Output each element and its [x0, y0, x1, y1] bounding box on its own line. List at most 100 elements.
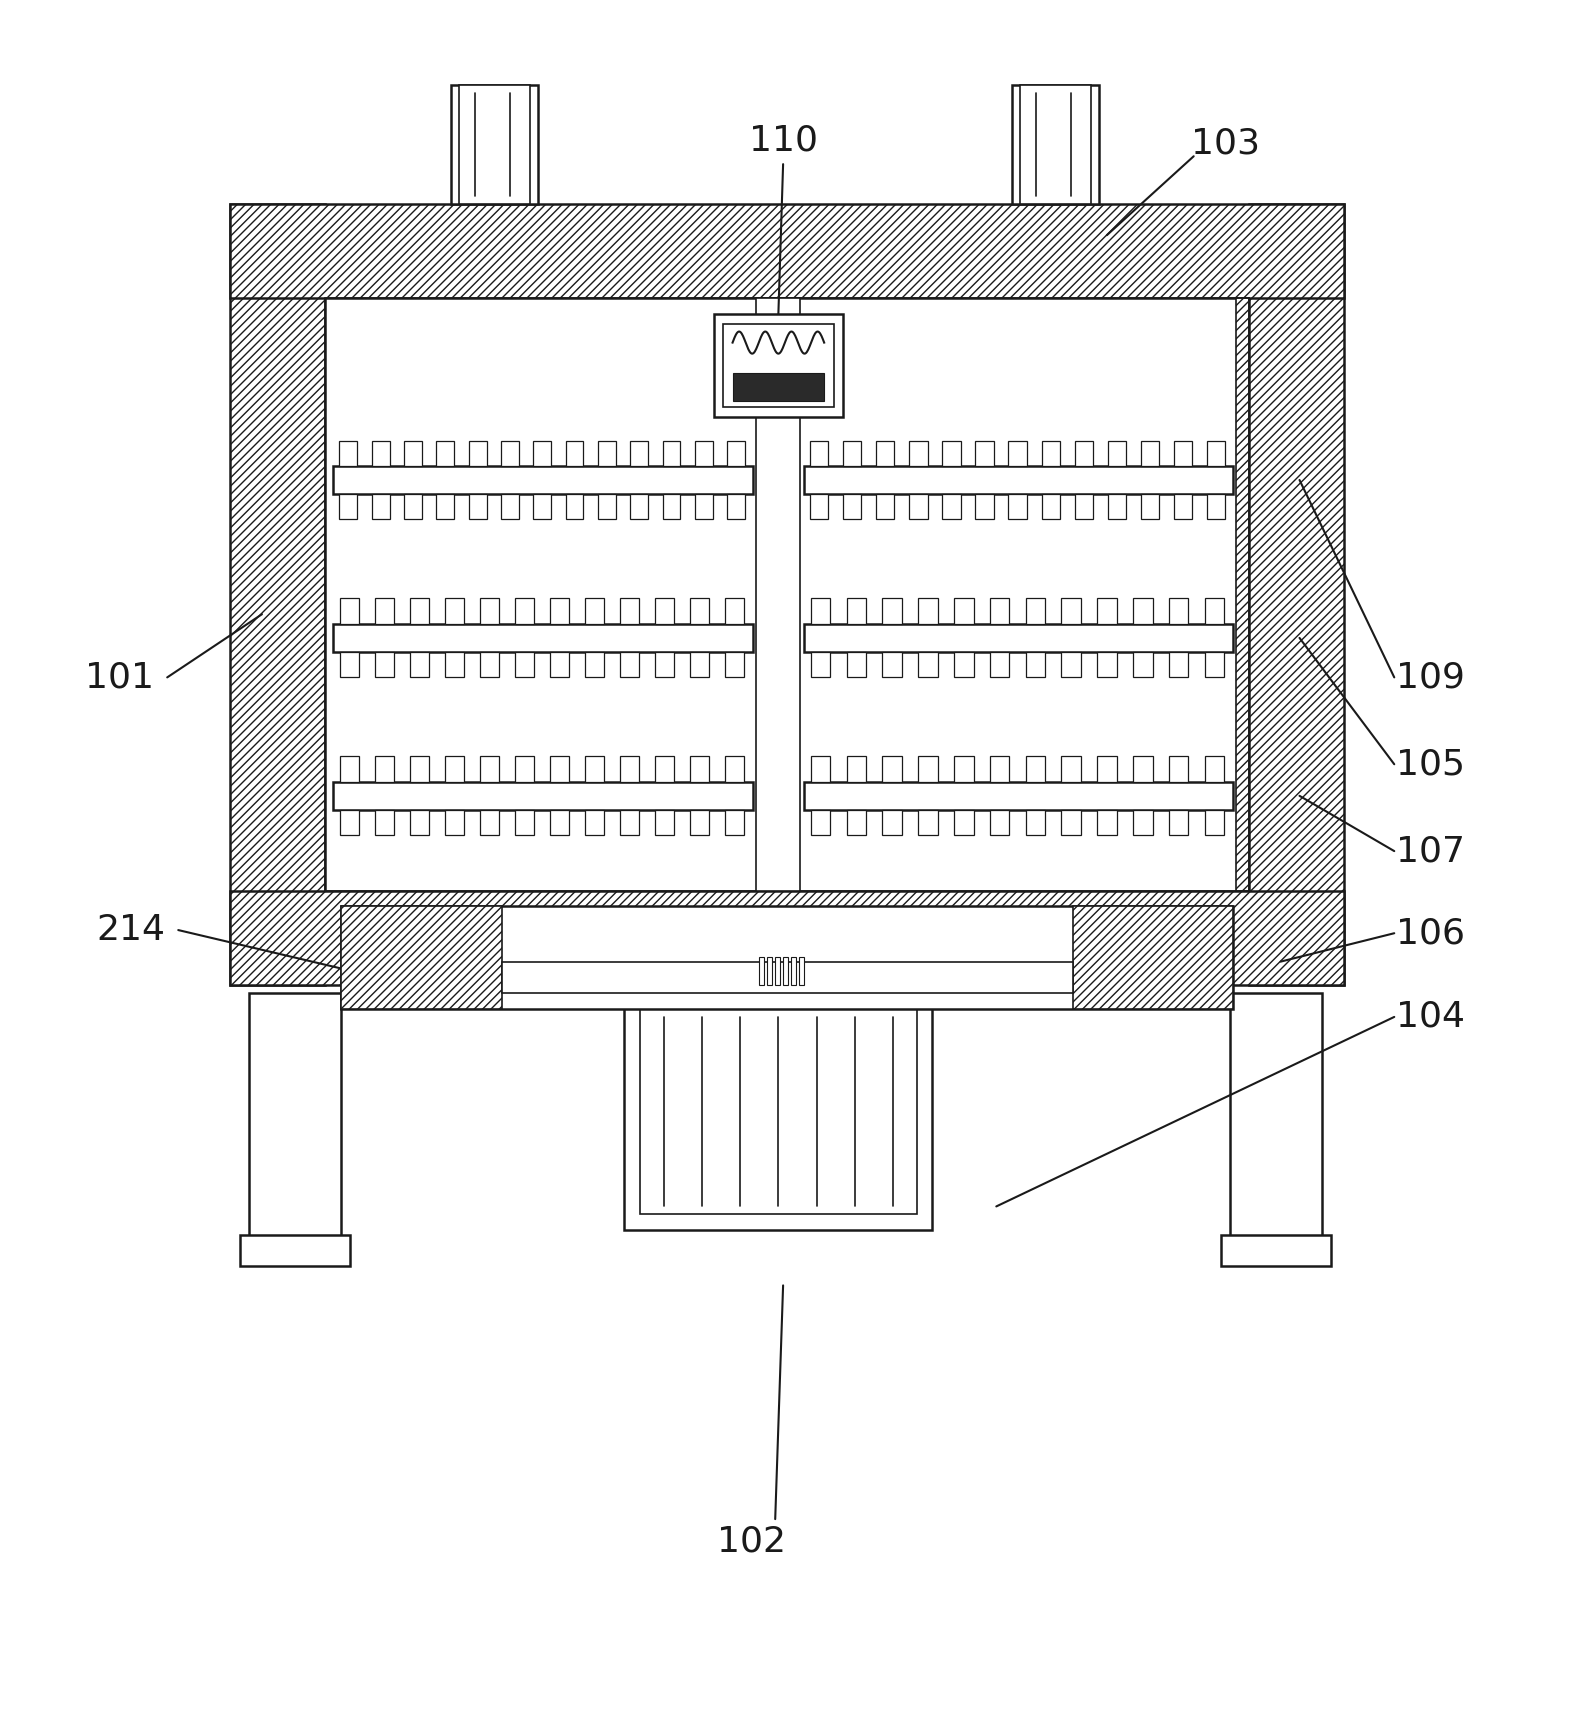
- Bar: [516, 653, 535, 677]
- Bar: [918, 598, 938, 624]
- Bar: [1074, 495, 1093, 519]
- Bar: [804, 466, 1234, 495]
- Bar: [694, 440, 713, 466]
- Bar: [334, 782, 753, 811]
- Bar: [1098, 598, 1117, 624]
- Bar: [799, 957, 804, 986]
- Bar: [655, 653, 674, 677]
- Text: 105: 105: [1395, 747, 1465, 782]
- Bar: [1204, 598, 1224, 624]
- Bar: [804, 782, 1234, 811]
- Bar: [728, 495, 745, 519]
- Bar: [767, 957, 772, 986]
- Bar: [375, 756, 394, 782]
- Bar: [1169, 653, 1188, 677]
- Text: 101: 101: [85, 660, 155, 694]
- Bar: [501, 962, 1073, 993]
- Bar: [990, 811, 1009, 835]
- Bar: [725, 756, 745, 782]
- Bar: [725, 653, 745, 677]
- Bar: [812, 653, 831, 677]
- Bar: [1041, 440, 1060, 466]
- Bar: [846, 598, 867, 624]
- Bar: [876, 440, 894, 466]
- Bar: [410, 653, 429, 677]
- Bar: [1025, 653, 1046, 677]
- Bar: [501, 440, 519, 466]
- Bar: [1098, 811, 1117, 835]
- Bar: [375, 653, 394, 677]
- Bar: [566, 440, 584, 466]
- Bar: [1133, 756, 1153, 782]
- Bar: [620, 598, 639, 624]
- Bar: [340, 756, 359, 782]
- Bar: [516, 756, 535, 782]
- Bar: [630, 495, 649, 519]
- Bar: [690, 811, 709, 835]
- Bar: [1025, 756, 1046, 782]
- Bar: [655, 598, 674, 624]
- Bar: [437, 440, 454, 466]
- Bar: [342, 907, 1234, 1008]
- Bar: [990, 756, 1009, 782]
- Bar: [1207, 440, 1224, 466]
- Bar: [812, 756, 831, 782]
- Bar: [1141, 495, 1160, 519]
- Bar: [1062, 756, 1081, 782]
- Bar: [1025, 598, 1046, 624]
- Text: 103: 103: [1191, 127, 1259, 160]
- Bar: [1207, 495, 1224, 519]
- Bar: [876, 495, 894, 519]
- Bar: [954, 811, 973, 835]
- Bar: [954, 598, 973, 624]
- Bar: [340, 811, 359, 835]
- Bar: [334, 624, 753, 653]
- Text: 102: 102: [717, 1524, 786, 1558]
- Bar: [468, 495, 487, 519]
- Bar: [1098, 756, 1117, 782]
- Bar: [732, 373, 824, 400]
- Bar: [516, 811, 535, 835]
- Bar: [551, 653, 570, 677]
- Bar: [1133, 598, 1153, 624]
- Bar: [1107, 440, 1126, 466]
- Bar: [231, 204, 1343, 299]
- Bar: [1169, 811, 1188, 835]
- Bar: [918, 811, 938, 835]
- Bar: [1041, 495, 1060, 519]
- Bar: [1074, 440, 1093, 466]
- Bar: [918, 756, 938, 782]
- Bar: [910, 440, 927, 466]
- Bar: [812, 598, 831, 624]
- Bar: [883, 811, 902, 835]
- Bar: [403, 440, 422, 466]
- Bar: [728, 440, 745, 466]
- Bar: [231, 204, 326, 986]
- Bar: [1231, 993, 1321, 1239]
- Bar: [1248, 204, 1343, 986]
- Bar: [445, 598, 464, 624]
- Bar: [883, 598, 902, 624]
- Bar: [375, 598, 394, 624]
- Bar: [663, 440, 680, 466]
- Bar: [340, 495, 358, 519]
- Bar: [479, 756, 500, 782]
- Text: 104: 104: [1395, 1000, 1465, 1034]
- Bar: [690, 756, 709, 782]
- Bar: [445, 811, 464, 835]
- Bar: [990, 653, 1009, 677]
- Bar: [976, 495, 993, 519]
- Bar: [910, 495, 927, 519]
- Bar: [775, 957, 780, 986]
- Bar: [1008, 495, 1027, 519]
- Bar: [943, 495, 960, 519]
- Bar: [1174, 440, 1191, 466]
- Bar: [1008, 440, 1027, 466]
- Text: 110: 110: [748, 124, 818, 158]
- Bar: [976, 440, 993, 466]
- Bar: [783, 957, 788, 986]
- Bar: [551, 756, 570, 782]
- Bar: [791, 957, 796, 986]
- Bar: [1062, 811, 1081, 835]
- Bar: [479, 653, 500, 677]
